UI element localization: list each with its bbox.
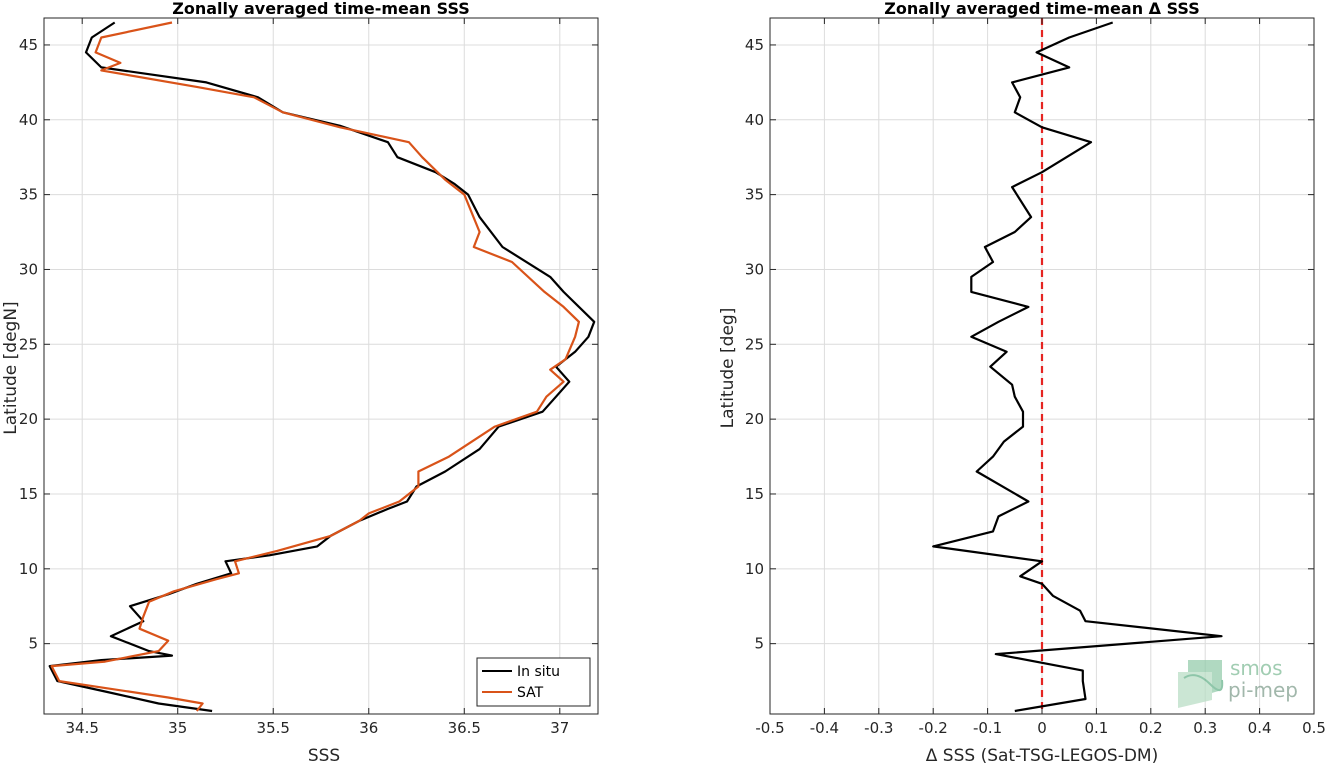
left-axes-box [43, 17, 599, 715]
legend-label-sat: SAT [517, 685, 544, 701]
y-tick-label: 25 [745, 335, 764, 353]
x-tick-label: 37 [550, 719, 569, 737]
x-tick-label: 34.5 [66, 719, 99, 737]
left-gridlines [44, 18, 598, 714]
y-tick-label: 35 [19, 186, 38, 204]
logo-text-line2: pi-mep [1228, 678, 1298, 702]
x-tick-label: 36.5 [448, 719, 481, 737]
y-tick-label: 35 [745, 186, 764, 204]
left-panel: 34.5 35 35.5 36 36.5 37 5 10 15 20 25 30 35 40 45 Zona… [1, 0, 599, 766]
smos-pi-mep-logo: smos pi-mep [1178, 656, 1298, 708]
series-line-in-situ [48, 21, 596, 713]
x-tick-label: 0.2 [1139, 719, 1163, 737]
y-tick-label: 15 [745, 485, 764, 503]
x-tick-label: 0.1 [1084, 719, 1108, 737]
y-tick-label: 30 [745, 260, 764, 278]
x-tick-label: 0.5 [1302, 719, 1326, 737]
y-tick-label: 10 [745, 560, 764, 578]
right-ticks: -0.5 -0.4 -0.3 -0.2 -0.1 0 0.1 0.2 0.3 0.4 0.5 5 10 1… [745, 18, 1326, 737]
x-tick-label: -0.1 [973, 719, 1002, 737]
x-tick-label: 0 [1037, 719, 1047, 737]
y-tick-label: 15 [19, 485, 38, 503]
x-tick-label: 36 [359, 719, 378, 737]
left-ylabel: Latitude [degN] [1, 301, 21, 434]
left-ticks: 34.5 35 35.5 36 36.5 37 5 10 15 20 25 30 35 40 45 [19, 18, 598, 737]
y-tick-label: 10 [19, 560, 38, 578]
right-xlabel: Δ SSS (Sat-TSG-LEGOS-DM) [926, 746, 1158, 764]
y-tick-label: 45 [745, 36, 764, 54]
y-tick-label: 45 [19, 36, 38, 54]
x-tick-label: -0.5 [755, 719, 784, 737]
y-tick-label: 5 [754, 635, 764, 653]
legend: In situ SAT [476, 657, 591, 707]
right-ylabel: Latitude [deg] [718, 308, 738, 429]
y-tick-label: 5 [28, 635, 38, 653]
y-tick-label: 40 [19, 111, 38, 129]
legend-box [476, 657, 591, 707]
x-tick-label: -0.3 [864, 719, 893, 737]
logo-text-line1: smos [1230, 656, 1283, 680]
right-series [932, 21, 1223, 713]
y-tick-label: 20 [19, 410, 38, 428]
y-tick-label: 40 [745, 111, 764, 129]
y-tick-label: 25 [19, 335, 38, 353]
series-line-delta-0 [932, 21, 1223, 713]
right-panel: -0.5 -0.4 -0.3 -0.2 -0.1 0 0.1 0.2 0.3 0.4 0.5 5 10 1… [718, 0, 1326, 766]
x-tick-label: -0.2 [919, 719, 948, 737]
series-line-sat [50, 21, 581, 712]
legend-label-in-situ: In situ [517, 664, 560, 680]
left-title: Zonally averaged time-mean SSS [172, 0, 470, 18]
x-tick-label: -0.4 [810, 719, 839, 737]
x-tick-label: 35.5 [257, 719, 290, 737]
left-series [48, 21, 596, 713]
right-title: Zonally averaged time-mean Δ SSS [884, 0, 1200, 18]
left-xlabel: SSS [308, 746, 340, 764]
y-tick-label: 20 [745, 410, 764, 428]
x-tick-label: 0.3 [1193, 719, 1217, 737]
x-tick-label: 35 [168, 719, 187, 737]
y-tick-label: 30 [19, 260, 38, 278]
x-tick-label: 0.4 [1248, 719, 1272, 737]
